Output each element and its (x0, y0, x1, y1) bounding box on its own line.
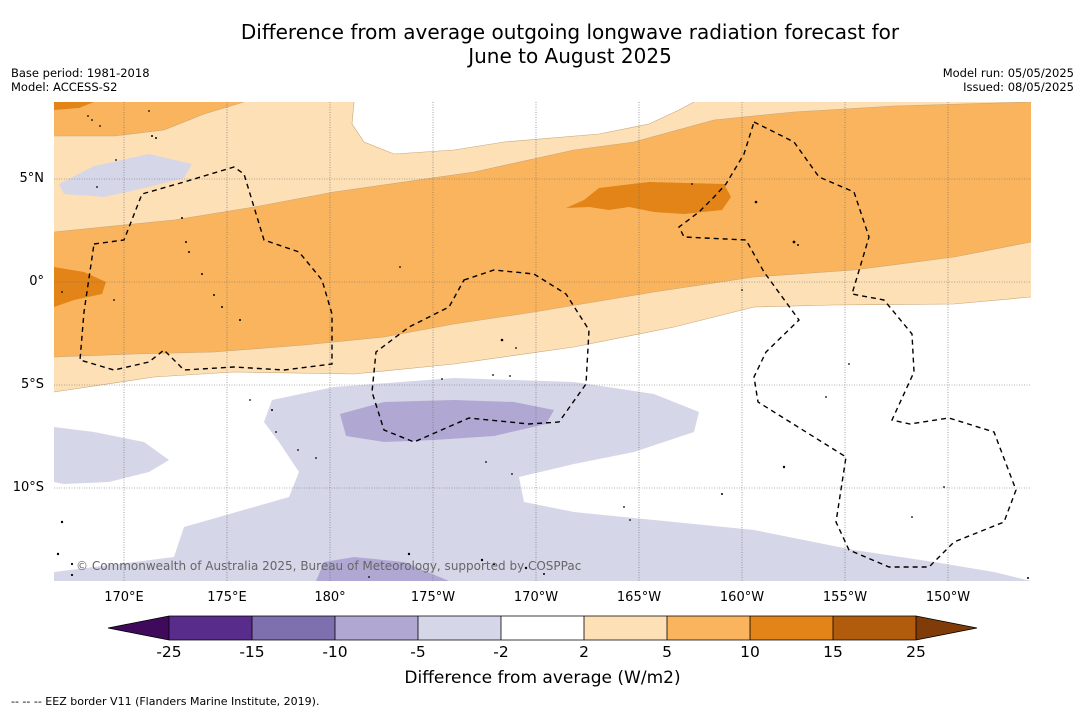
anomaly-fill-purple-south (340, 400, 554, 442)
colorbar-bin-4 (418, 616, 501, 640)
anomaly-fill-light-purple-north (59, 154, 192, 197)
lon-label-180: 180° (314, 590, 346, 605)
colorbar-tick-8: 10 (740, 643, 760, 661)
map-svg (54, 102, 1031, 581)
map-area (54, 102, 1031, 581)
islands (56, 110, 1029, 579)
copyright-notice: © Commonwealth of Australia 2025, Bureau… (76, 559, 582, 573)
anomaly-fill-orange (54, 102, 1031, 357)
anomaly-fill-dark-orange-west (54, 267, 106, 307)
colorbar-bin-2 (252, 616, 335, 640)
colorbar-tick-3: -10 (322, 643, 348, 661)
colorbar-bin-3 (335, 616, 418, 640)
colorbar-tick-9: 15 (823, 643, 843, 661)
lon-label-175w: 175°W (410, 590, 456, 605)
eez-border-central (371, 269, 590, 443)
colorbar-extend-high (916, 616, 977, 640)
colorbar-tick-10: 25 (906, 643, 926, 661)
colorbar-bin-6 (584, 616, 667, 640)
issued-date: Issued: 08/05/2025 (963, 80, 1074, 94)
lat-label-5s: 5°S (20, 377, 44, 392)
lon-label-170w: 170°W (513, 590, 559, 605)
lon-label-155w: 155°W (822, 590, 868, 605)
colorbar-label: Difference from average (W/m2) (404, 668, 681, 688)
anomaly-fill-dark-orange-east (566, 182, 731, 214)
colorbar-tick-5: -2 (493, 643, 509, 661)
meta-left: Base period: 1981-2018 Model: ACCESS-S2 (11, 66, 150, 94)
lat-label-10s: 10°S (12, 480, 44, 495)
anomaly-fill-purple-southwest (316, 557, 449, 581)
eez-borders (79, 121, 1017, 568)
colorbar (107, 615, 978, 641)
title-line-1: Difference from average outgoing longwav… (240, 20, 900, 44)
lon-label-165w: 165°W (616, 590, 662, 605)
colorbar-tick-1: -25 (156, 643, 182, 661)
map-title: Difference from average outgoing longwav… (150, 20, 990, 68)
lon-label-175e: 175°E (207, 590, 247, 605)
title-line-2: June to August 2025 (468, 44, 672, 68)
anomaly-fill-dark-orange-nw (54, 102, 94, 110)
colorbar-bin-8 (750, 616, 833, 640)
contour-outlines (54, 102, 1031, 393)
lon-label-170e: 170°E (104, 590, 144, 605)
colorbar-tick-2: -15 (239, 643, 265, 661)
olr-contours (54, 102, 1031, 581)
anomaly-fill-light-purple-west (54, 427, 169, 484)
lat-label-0: 0° (29, 274, 44, 289)
colorbar-tick-4: -5 (410, 643, 426, 661)
anomaly-hole-north (352, 102, 694, 154)
lon-label-150w: 150°W (925, 590, 971, 605)
colorbar-bin-5 (501, 616, 584, 640)
lat-label-5n: 5°N (19, 171, 45, 186)
colorbar-bin-1 (169, 616, 252, 640)
graticule (54, 102, 1031, 581)
base-period: Base period: 1981-2018 (11, 66, 150, 80)
colorbar-tick-7: 5 (662, 643, 672, 661)
meta-right: Model run: 05/05/2025 Issued: 08/05/2025 (943, 66, 1074, 94)
eez-legend: -- -- -- EEZ border V11 (Flanders Marine… (11, 695, 320, 708)
colorbar-tick-6: 2 (579, 643, 589, 661)
anomaly-fill-orange-nw (54, 102, 244, 136)
colorbar-bin-7 (667, 616, 750, 640)
model-name: Model: ACCESS-S2 (11, 80, 118, 94)
anomaly-fill-light-purple-south (54, 378, 1031, 581)
model-run: Model run: 05/05/2025 (942, 66, 1074, 80)
colorbar-extend-low (108, 616, 169, 640)
eez-border-line-islands (678, 121, 1017, 568)
lon-label-160w: 160°W (719, 590, 765, 605)
colorbar-bin-9 (833, 616, 916, 640)
